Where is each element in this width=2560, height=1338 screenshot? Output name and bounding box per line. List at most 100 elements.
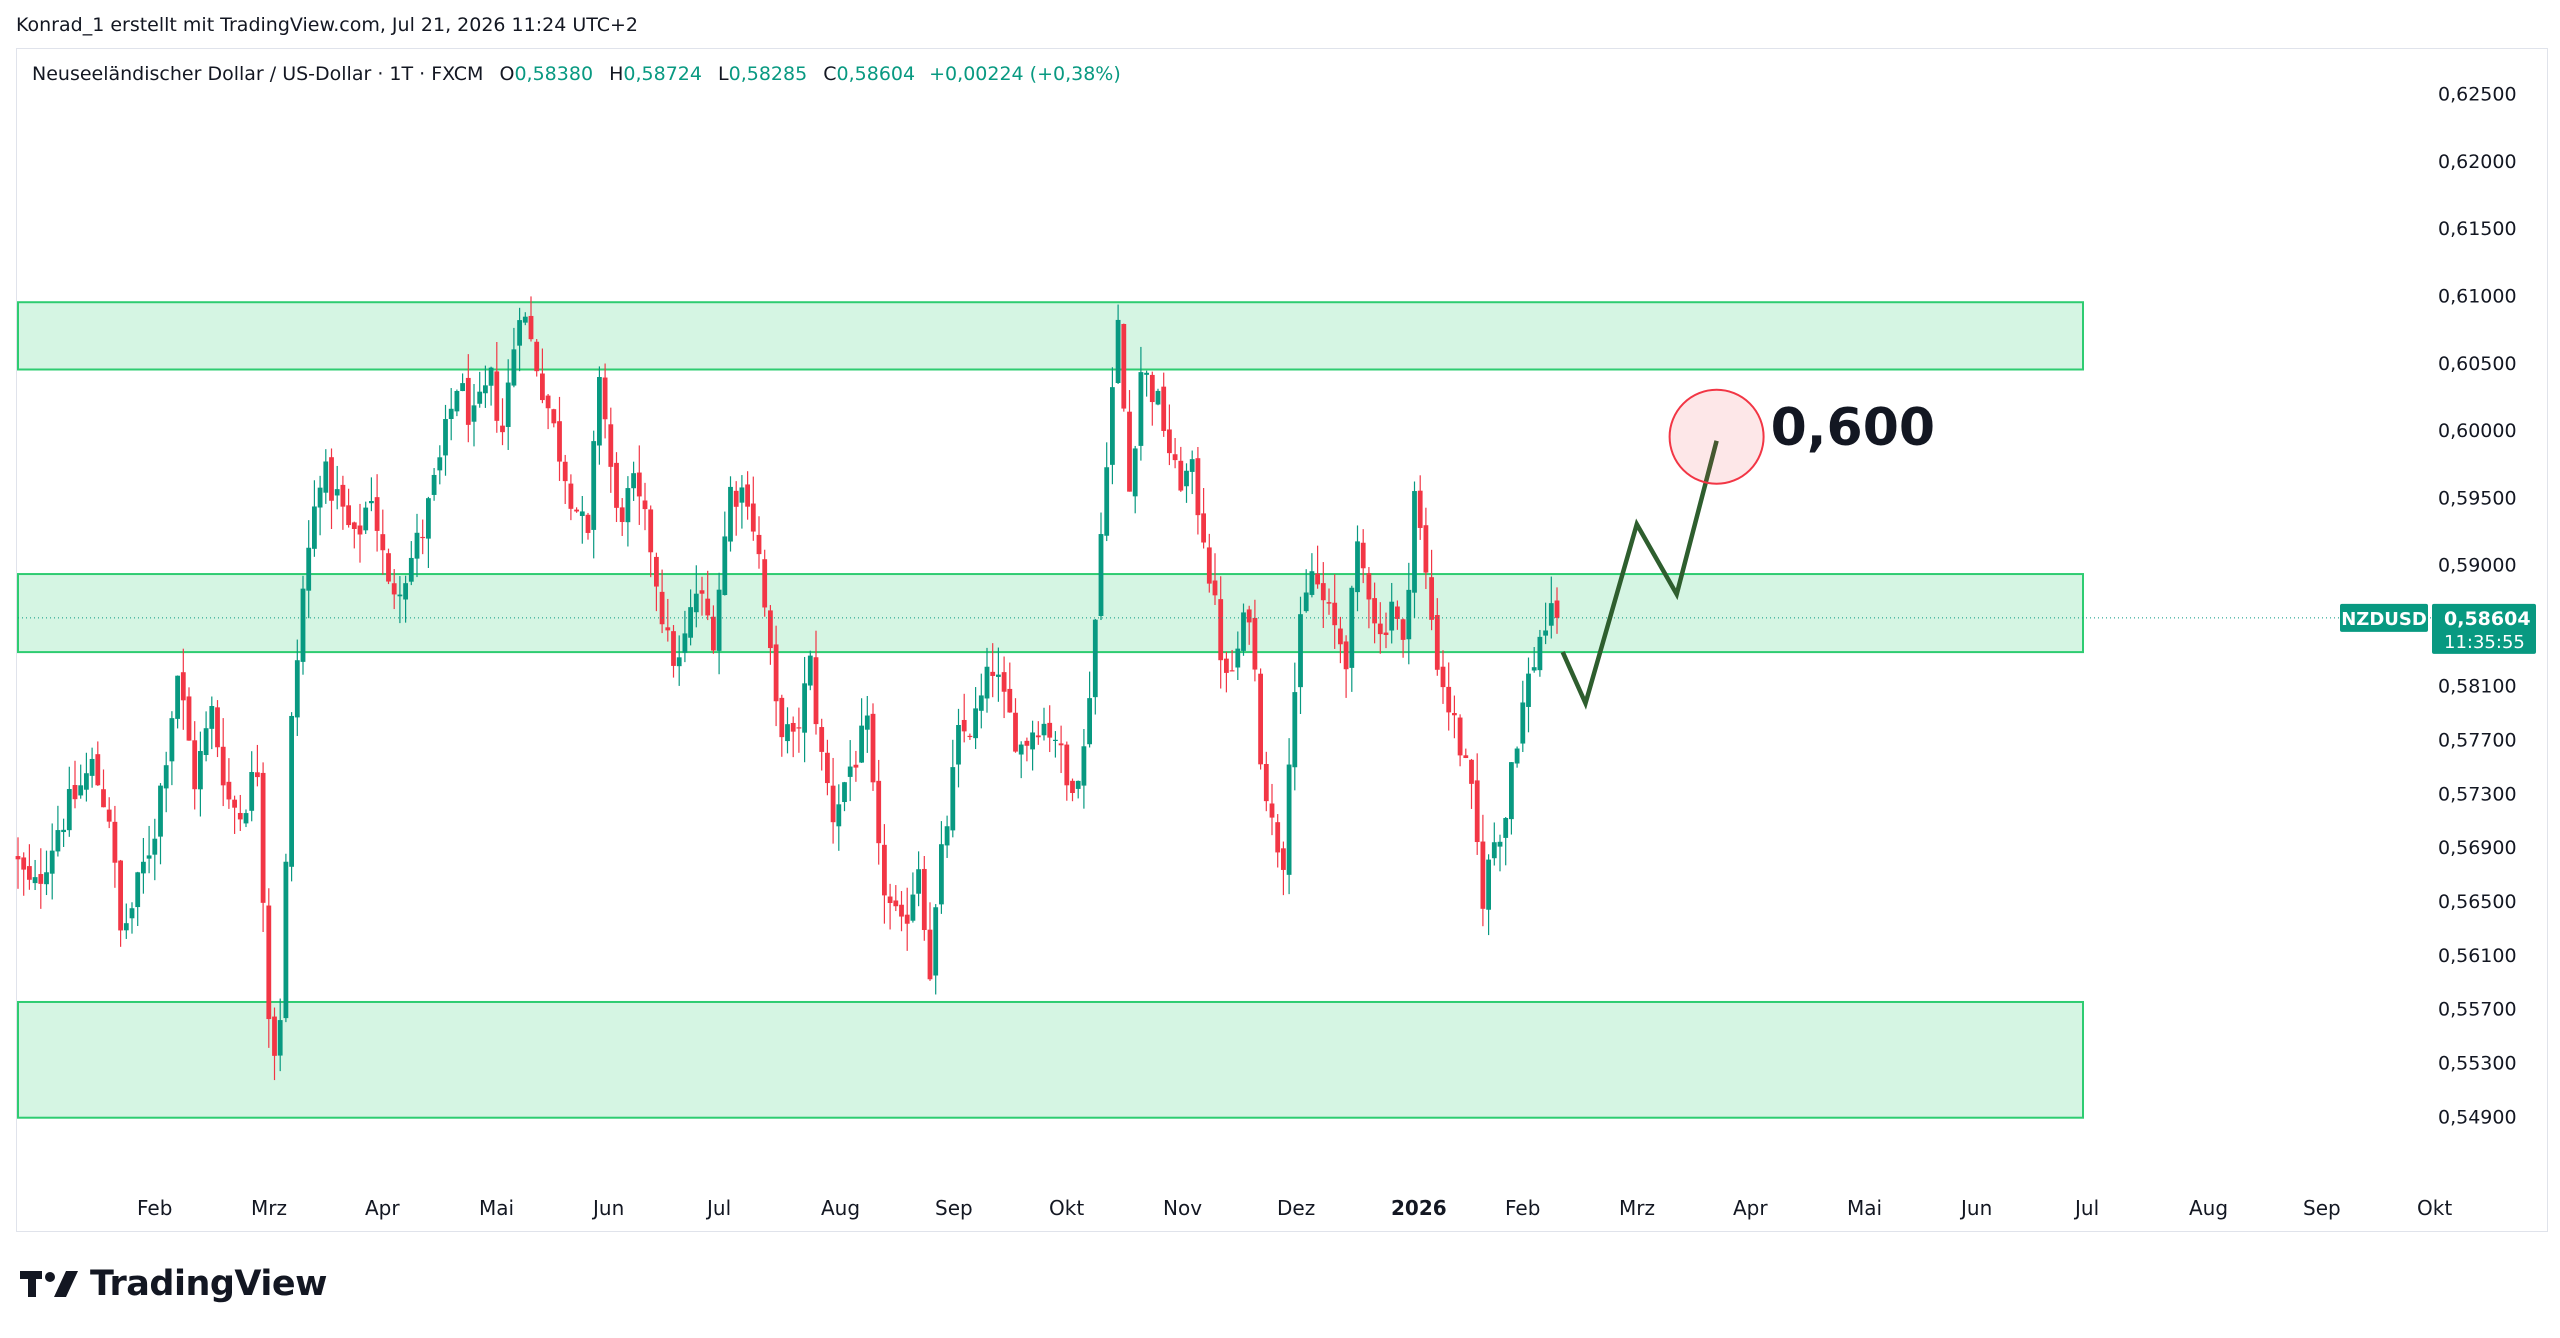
- candle-body: [1070, 780, 1075, 794]
- y-tick-label: 0,56500: [2438, 891, 2517, 913]
- x-tick-label: Mai: [1847, 1196, 1882, 1220]
- candle-body: [614, 462, 619, 508]
- candle-body: [426, 498, 431, 539]
- y-tick-label: 0,55300: [2438, 1053, 2517, 1075]
- x-tick-label: Dez: [1277, 1196, 1315, 1220]
- chart-frame[interactable]: [16, 48, 2548, 1232]
- candle-body: [904, 914, 910, 924]
- candle-body: [1110, 387, 1115, 465]
- candle-body: [876, 780, 882, 844]
- candle-body: [1360, 542, 1366, 569]
- candle-body: [198, 751, 203, 790]
- candle-body: [397, 594, 403, 597]
- candle-body: [1013, 712, 1018, 752]
- candle-body: [756, 534, 762, 555]
- high-label: H: [609, 63, 624, 85]
- candle-body: [557, 421, 562, 462]
- candle-body: [1400, 619, 1406, 640]
- candle-body: [317, 487, 323, 508]
- candle-body: [1503, 818, 1509, 838]
- chart-canvas[interactable]: 0,600 0,62500 0,62000 0,61500 0,61000 0,60500…: [0, 0, 2560, 1240]
- candle-body: [494, 371, 500, 421]
- candle-body: [1412, 491, 1417, 593]
- candle-body: [1320, 583, 1326, 601]
- candle-body: [1189, 459, 1195, 472]
- candle-body: [1138, 372, 1144, 446]
- candle-body: [1366, 573, 1372, 600]
- candle-body: [209, 706, 215, 729]
- x-tick-label: Aug: [2189, 1196, 2228, 1220]
- candle-body: [72, 785, 78, 800]
- candle-body: [363, 507, 369, 531]
- x-tick-label: Feb: [137, 1196, 172, 1220]
- candle-body: [369, 500, 374, 504]
- candle-body: [1201, 513, 1206, 543]
- candle-body: [1075, 780, 1081, 789]
- candle-body: [169, 718, 175, 762]
- candle-body: [1149, 374, 1155, 403]
- candle-body: [825, 752, 830, 784]
- candle-body: [1520, 702, 1526, 744]
- candle-body: [346, 505, 351, 526]
- candle-body: [990, 671, 996, 676]
- candle-body: [483, 385, 488, 394]
- candle-body: [1497, 841, 1503, 847]
- candle-body: [659, 591, 665, 625]
- candle-body: [1121, 323, 1127, 409]
- candle-body: [1224, 658, 1229, 673]
- y-tick-label: 0,57700: [2438, 730, 2517, 752]
- candle-body: [78, 785, 84, 796]
- candle-body: [1098, 534, 1104, 617]
- candle-body: [1058, 743, 1064, 746]
- candle-body: [460, 383, 465, 392]
- candle-body: [1554, 600, 1560, 618]
- candle-body: [1258, 673, 1263, 765]
- candle-body: [722, 536, 728, 596]
- candle-body: [1332, 602, 1338, 626]
- candle-body: [27, 866, 32, 880]
- candle-body: [671, 631, 676, 666]
- tradingview-logo-text: TradingView: [90, 1264, 327, 1304]
- candle-body: [1537, 636, 1543, 671]
- candle-body: [1298, 614, 1303, 688]
- candle-body: [602, 377, 608, 420]
- candle-body: [956, 724, 961, 765]
- candle-body: [1457, 717, 1463, 756]
- candle-body: [864, 715, 870, 730]
- candle-body: [334, 489, 340, 496]
- candle-body: [882, 844, 887, 896]
- candle-body: [408, 557, 414, 582]
- y-tick-label: 0,57300: [2438, 783, 2517, 805]
- candle-body: [551, 409, 557, 424]
- candle-body: [830, 785, 836, 823]
- close-label: C: [823, 63, 837, 85]
- candle-body: [306, 547, 312, 591]
- candle-body: [1543, 630, 1548, 636]
- candle-body: [1064, 744, 1070, 786]
- candle-body: [66, 789, 72, 831]
- candle-body: [414, 532, 420, 559]
- candle-body: [44, 872, 49, 885]
- candle-body: [1127, 411, 1132, 492]
- candle-body: [1486, 859, 1491, 910]
- low-value: 0,58285: [728, 63, 808, 85]
- candle-body: [870, 713, 876, 783]
- candle-body: [847, 766, 853, 777]
- candle-body: [15, 856, 21, 860]
- candle-body: [1383, 632, 1389, 635]
- candle-body: [773, 644, 779, 702]
- candle-body: [1355, 541, 1360, 593]
- candle-body: [853, 764, 859, 768]
- tradingview-logo[interactable]: TradingView: [20, 1264, 327, 1304]
- candle-body: [768, 610, 773, 649]
- candle-body: [129, 908, 135, 919]
- candle-body: [203, 728, 209, 756]
- y-tick-label: 0,60500: [2438, 353, 2517, 375]
- candle-body: [568, 483, 574, 509]
- candle-body: [118, 860, 123, 931]
- candle-body: [887, 896, 893, 904]
- candle-body: [266, 905, 272, 1020]
- candle-body: [1491, 842, 1497, 859]
- candle-body: [728, 486, 733, 542]
- candle-body: [807, 655, 813, 686]
